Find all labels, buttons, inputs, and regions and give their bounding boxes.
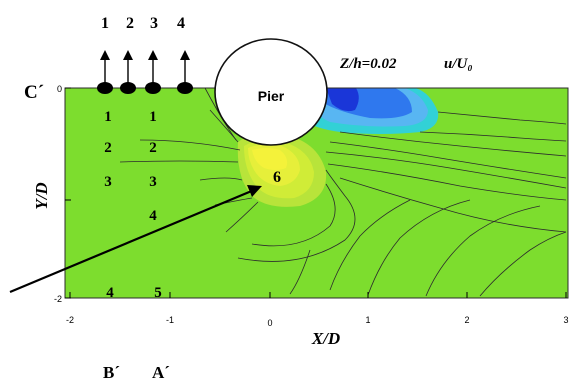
zone-label: 5	[154, 285, 162, 301]
zone-labels-col2: 1 2 3 4 5	[149, 109, 162, 301]
top-markers: 1 2 3 4	[97, 15, 193, 94]
marker-1: 1	[97, 15, 113, 94]
zone-label: 1	[104, 109, 112, 125]
section-label-b: B´	[103, 363, 120, 381]
x-tick-label: -2	[66, 315, 74, 325]
title-variable: u/U₀	[444, 56, 473, 72]
marker-label-1: 1	[101, 15, 109, 32]
zone-label: 2	[149, 140, 157, 156]
pointer-arrow	[9, 185, 262, 294]
high-velocity-pocket	[237, 133, 327, 207]
zone-label: 1	[149, 109, 157, 125]
zone-label-center: 6	[273, 169, 281, 186]
zone-label: 2	[104, 140, 112, 156]
x-tick-label: 0	[267, 318, 272, 328]
section-label-a: A´	[152, 363, 170, 381]
pier: Pier	[214, 38, 328, 146]
x-tick-label: -1	[166, 315, 174, 325]
title-params: Z/h=0.02	[339, 56, 397, 72]
pier-label: Pier	[258, 88, 285, 104]
marker-label-2: 2	[126, 15, 134, 32]
y-tick-label: -2	[54, 294, 62, 304]
x-tick-label: 1	[365, 315, 370, 325]
zone-label: 4	[106, 285, 114, 301]
low-velocity-wake	[298, 88, 439, 134]
y-axis: 0 -2 Y/D	[32, 84, 71, 304]
zone-label: 3	[149, 174, 157, 190]
x-axis: -2 -1 0 1 2 3 X/D	[66, 292, 569, 348]
contour-lines	[119, 87, 567, 297]
marker-3: 3	[145, 15, 161, 94]
zone-labels-col1: 1 2 3 4	[104, 109, 114, 301]
marker-2: 2	[120, 15, 136, 94]
plane-label: C´	[24, 82, 44, 103]
zone-label: 4	[149, 208, 157, 224]
y-axis-label: Y/D	[32, 182, 51, 209]
x-tick-label: 3	[563, 315, 568, 325]
marker-label-3: 3	[150, 15, 158, 32]
x-tick-label: 2	[464, 315, 469, 325]
marker-label-4: 4	[177, 15, 185, 32]
x-axis-label: X/D	[311, 329, 340, 348]
zone-label: 3	[104, 174, 112, 190]
y-tick-label: 0	[57, 84, 62, 94]
marker-4: 4	[177, 15, 193, 94]
